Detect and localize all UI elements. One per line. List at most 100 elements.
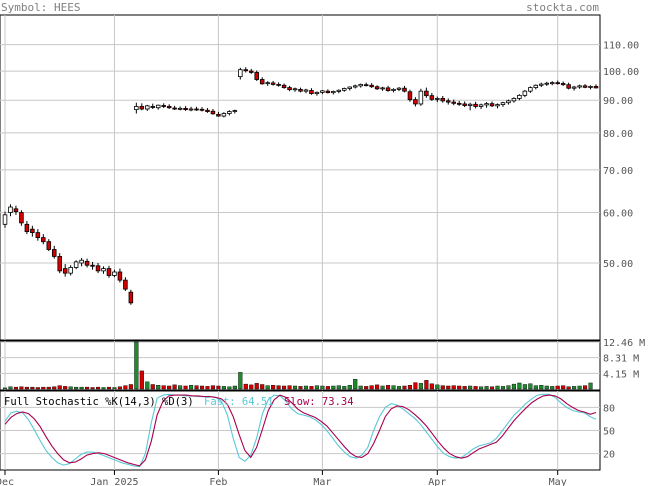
volume-bar xyxy=(413,382,418,390)
candle-body xyxy=(117,271,123,281)
candle-body xyxy=(243,69,249,72)
candle-body xyxy=(84,260,90,266)
candle-body xyxy=(166,106,172,109)
candle-body xyxy=(593,86,599,89)
volume-bar xyxy=(500,386,506,390)
volume-bar xyxy=(254,383,259,390)
candle-body xyxy=(478,104,484,107)
candle-body xyxy=(238,69,243,78)
stochastic-grid xyxy=(0,391,600,470)
volume-bar xyxy=(161,385,166,390)
candle-body xyxy=(391,88,396,91)
candle-body xyxy=(500,102,506,105)
volume-bar xyxy=(227,386,232,390)
candle-body xyxy=(145,105,150,110)
candle-body xyxy=(369,84,374,88)
volume-bar xyxy=(435,384,440,390)
volume-tick-label: 8.31 M xyxy=(603,354,639,365)
volume-bar xyxy=(292,385,298,390)
candle-body xyxy=(314,91,320,94)
candle-body xyxy=(473,103,478,107)
volume-bar xyxy=(391,385,396,390)
date-tick-label: Feb xyxy=(209,477,227,486)
volume-bar xyxy=(572,386,577,390)
volume-bar xyxy=(517,382,522,390)
volume-bar xyxy=(429,383,434,390)
candle-body xyxy=(522,90,528,96)
candle-body xyxy=(352,85,358,88)
volume-bar xyxy=(533,385,538,390)
candle-body xyxy=(303,89,309,92)
volume-bar xyxy=(566,386,571,390)
candle-body xyxy=(528,87,533,92)
slow-line xyxy=(4,394,597,467)
candle-body xyxy=(232,110,238,112)
date-tick-label: Apr xyxy=(428,477,446,486)
candle-body xyxy=(205,109,210,112)
candle-body xyxy=(582,85,588,88)
volume-bar xyxy=(561,385,566,390)
volume-bar xyxy=(8,386,13,390)
date-tick-label: May xyxy=(549,477,567,486)
candle-body xyxy=(281,84,287,89)
volume-bar xyxy=(145,381,150,390)
stochastic-lines xyxy=(4,393,597,468)
candle-body xyxy=(227,111,232,114)
volume-bar xyxy=(440,385,445,390)
candle-body xyxy=(429,95,435,100)
volume-bar xyxy=(13,386,19,390)
volume-bar xyxy=(85,386,90,390)
symbol-label: Symbol: HEES xyxy=(1,1,80,14)
candle-body xyxy=(484,103,489,106)
volume-bar xyxy=(506,385,511,390)
candle-body xyxy=(445,100,451,103)
volume-bar xyxy=(287,385,292,390)
candle-body xyxy=(402,87,407,92)
candle-body xyxy=(188,108,194,111)
candle-body xyxy=(155,104,161,109)
volume-bar xyxy=(139,370,144,390)
candle-body xyxy=(435,97,440,100)
price-candles xyxy=(2,67,599,305)
candle-body xyxy=(374,86,380,90)
volume-bar xyxy=(522,384,527,390)
candle-body xyxy=(495,104,500,107)
volume-bar xyxy=(205,386,210,390)
candle-body xyxy=(183,107,188,111)
candle-body xyxy=(177,107,183,110)
candle-body xyxy=(134,106,139,111)
volume-bar xyxy=(375,384,380,390)
candle-body xyxy=(57,256,62,272)
candle-body xyxy=(489,103,495,107)
price-panel-frame xyxy=(0,14,601,341)
volume-bar xyxy=(369,385,374,390)
volume-bar xyxy=(150,384,155,390)
candle-body xyxy=(216,114,221,117)
candle-body xyxy=(112,271,117,276)
candle-body xyxy=(418,90,424,105)
volume-bar xyxy=(511,383,516,390)
candle-body xyxy=(2,214,8,225)
volume-bar xyxy=(468,385,473,390)
candle-body xyxy=(363,84,369,87)
candle-body xyxy=(342,88,347,91)
volume-bar xyxy=(407,385,413,390)
volume-bar xyxy=(172,384,177,390)
candle-body xyxy=(347,86,353,89)
price-axis: 110.00 100.00 90.00 80.00 70.00 60.00 50.00 xyxy=(603,41,639,270)
volume-bar xyxy=(364,386,369,390)
price-tick-label: 50.00 xyxy=(603,259,633,270)
candle-body xyxy=(506,100,511,104)
volume-bar xyxy=(63,386,68,390)
volume-bar xyxy=(402,385,407,390)
candle-body xyxy=(24,223,30,233)
candle-body xyxy=(90,264,95,267)
volume-bar xyxy=(232,385,237,390)
candle-body xyxy=(161,105,166,107)
candle-body xyxy=(8,206,13,213)
volume-bar xyxy=(167,385,172,390)
candle-body xyxy=(325,90,331,94)
volume-bar xyxy=(46,386,51,390)
volume-bar xyxy=(385,385,391,390)
volume-bar xyxy=(79,386,84,390)
